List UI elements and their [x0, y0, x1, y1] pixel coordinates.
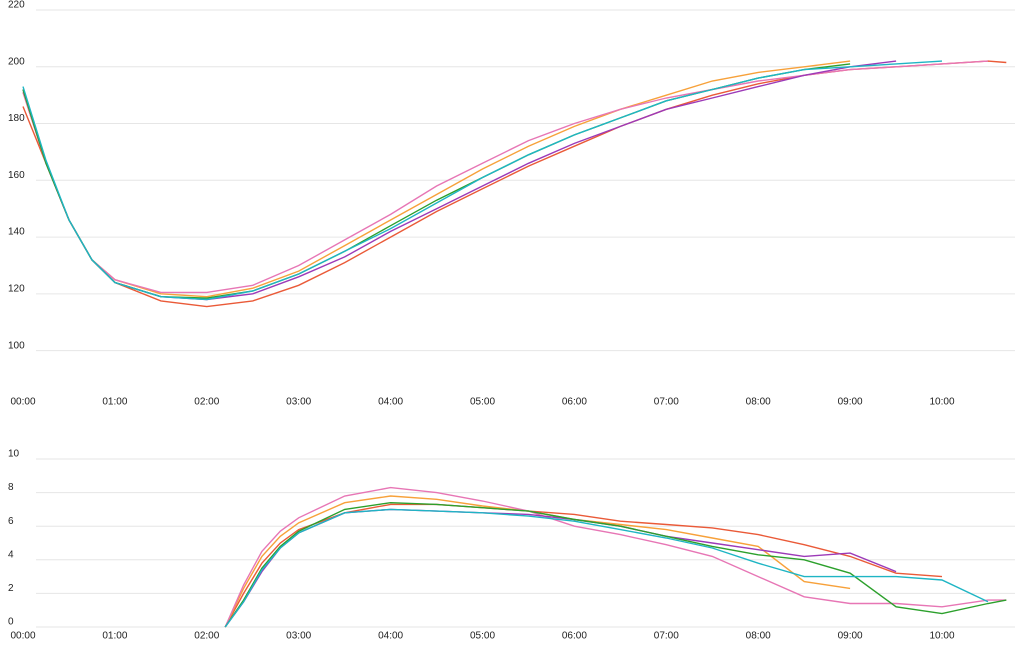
x-tick-label: 10:00: [929, 397, 954, 408]
series-line: [224, 508, 897, 628]
y-tick-label: 6: [8, 516, 14, 527]
series-line: [22, 60, 851, 298]
x-tick-label: 05:00: [470, 631, 495, 642]
x-tick-label: 01:00: [102, 631, 127, 642]
y-tick-label: 100: [8, 340, 25, 351]
y-tick-label: 220: [8, 0, 25, 11]
x-tick-label: 03:00: [286, 397, 311, 408]
x-tick-label: 08:00: [746, 397, 771, 408]
series-line: [224, 508, 989, 628]
x-tick-label: 03:00: [286, 631, 311, 642]
y-tick-label: 10: [8, 449, 20, 460]
series-line: [224, 486, 1007, 628]
x-tick-label: 05:00: [470, 397, 495, 408]
series-line: [22, 63, 851, 299]
series-line: [224, 495, 851, 628]
y-tick-label: 160: [8, 170, 25, 181]
y-tick-label: 200: [8, 56, 25, 67]
x-tick-label: 02:00: [194, 631, 219, 642]
x-tick-label: 07:00: [654, 397, 679, 408]
x-tick-label: 08:00: [746, 631, 771, 642]
y-tick-label: 4: [8, 549, 14, 560]
series-line: [22, 60, 1007, 308]
y-tick-label: 8: [8, 482, 14, 493]
x-tick-label: 00:00: [10, 631, 35, 642]
x-tick-label: 09:00: [838, 631, 863, 642]
x-tick-label: 04:00: [378, 631, 403, 642]
x-tick-label: 07:00: [654, 631, 679, 642]
y-tick-label: 180: [8, 113, 25, 124]
x-tick-label: 01:00: [102, 397, 127, 408]
y-tick-label: 140: [8, 227, 25, 238]
x-tick-label: 02:00: [194, 397, 219, 408]
x-tick-label: 06:00: [562, 397, 587, 408]
x-tick-label: 10:00: [929, 631, 954, 642]
y-tick-label: 2: [8, 583, 14, 594]
x-tick-label: 04:00: [378, 397, 403, 408]
x-tick-label: 00:00: [10, 397, 35, 408]
y-tick-label: 120: [8, 283, 25, 294]
x-tick-label: 06:00: [562, 631, 587, 642]
y-tick-label: 0: [8, 617, 14, 628]
series-line: [224, 501, 1007, 628]
x-tick-label: 09:00: [838, 397, 863, 408]
series-line: [22, 60, 943, 301]
